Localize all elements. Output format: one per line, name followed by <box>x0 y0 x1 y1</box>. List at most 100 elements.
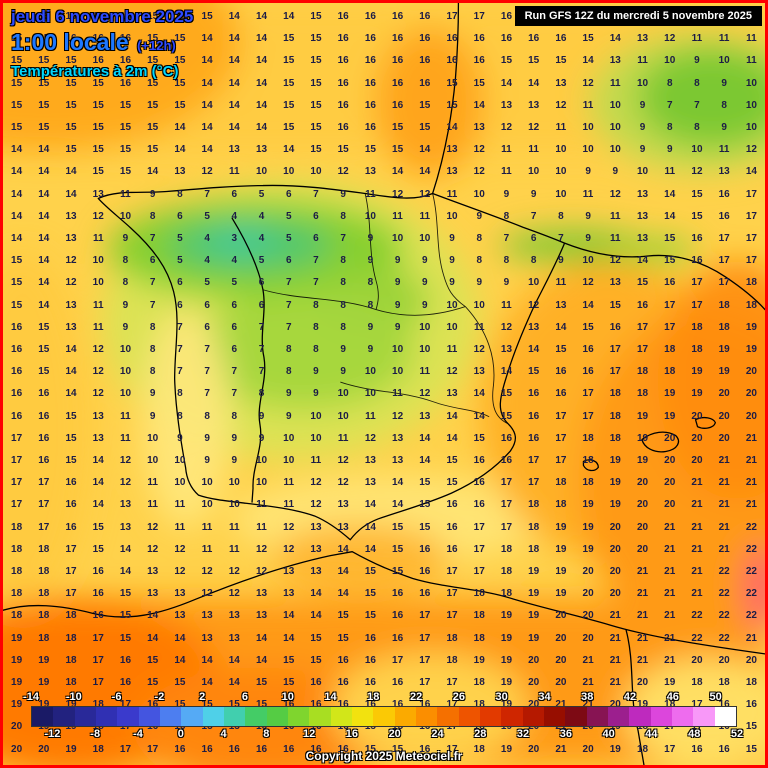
temp-value: 10 <box>446 299 458 311</box>
temp-value: 8 <box>558 210 564 222</box>
temp-value: 21 <box>609 654 621 666</box>
temp-value: 13 <box>636 188 649 200</box>
temp-value: 16 <box>364 632 376 644</box>
temp-value: 15 <box>528 55 540 67</box>
temp-value: 15 <box>65 77 77 89</box>
temp-value: 14 <box>528 344 540 355</box>
temp-value: 17 <box>664 743 676 755</box>
temp-value: 14 <box>174 122 186 133</box>
temp-value: 19 <box>528 588 540 600</box>
temp-value: 10 <box>337 388 349 400</box>
temp-value: 11 <box>446 344 458 355</box>
temp-value: 16 <box>364 11 376 22</box>
temp-value: 14 <box>419 166 431 178</box>
temp-value: 10 <box>392 344 404 355</box>
temp-value: 14 <box>500 77 513 89</box>
temp-value: 13 <box>718 166 730 178</box>
scale-color-cell <box>95 707 118 726</box>
temp-value: 18 <box>582 455 594 466</box>
temp-value: 21 <box>664 588 676 600</box>
temp-row: 15 14 12 10 8 7 6 5 5 6 7 7 8 8 9 9 9 9 9 10 11 12 13 15 16 17 17 1… <box>3 278 765 288</box>
temp-value: 12 <box>119 455 132 466</box>
temp-value: 17 <box>473 543 485 555</box>
temp-value: 17 <box>582 388 594 400</box>
temp-value: 12 <box>92 210 104 222</box>
scale-label: 8 <box>263 728 270 740</box>
temp-value: 9 <box>694 55 700 67</box>
temp-value: 15 <box>255 699 268 711</box>
temp-value: 8 <box>149 366 156 378</box>
temp-value: 10 <box>609 144 621 156</box>
scale-color-cell <box>138 707 160 726</box>
temp-value: 16 <box>92 33 104 45</box>
temp-value: 16 <box>337 99 349 111</box>
temp-value: 8 <box>367 277 374 289</box>
temp-value: 15 <box>364 144 376 156</box>
temp-value: 7 <box>204 388 210 400</box>
temp-value: 13 <box>174 610 186 622</box>
temp-value: 14 <box>65 366 77 378</box>
temp-value: 9 <box>449 277 455 289</box>
temp-value: 17 <box>65 543 77 555</box>
temp-value: 17 <box>636 321 649 333</box>
temp-value: 15 <box>119 610 132 622</box>
temp-value: 10 <box>582 122 594 133</box>
temp-value: 8 <box>476 233 483 244</box>
temp-value: 15 <box>38 77 50 89</box>
scale-color-cell <box>181 707 203 726</box>
temp-value: 16 <box>92 566 104 577</box>
temp-value: 10 <box>582 144 594 156</box>
temp-value: 16 <box>38 11 50 22</box>
temp-value: 13 <box>392 432 404 444</box>
temp-value: 15 <box>11 55 23 67</box>
temp-value: 11 <box>419 366 431 378</box>
temp-value: 17 <box>11 432 23 444</box>
temp-value: 14 <box>310 588 322 600</box>
temp-value: 11 <box>718 33 730 45</box>
temp-value: 7 <box>285 277 292 289</box>
temp-value: 9 <box>503 188 510 200</box>
temp-value: 16 <box>528 432 540 444</box>
temp-value: 14 <box>255 33 268 45</box>
temp-value: 14 <box>636 255 649 267</box>
temp-value: 16 <box>446 33 458 45</box>
temp-value: 15 <box>119 632 132 644</box>
temp-value: 21 <box>745 632 757 644</box>
temp-value: 12 <box>419 188 431 200</box>
temp-value: 16 <box>555 366 567 378</box>
temp-value: 16 <box>419 55 431 67</box>
temp-value: 12 <box>174 543 186 555</box>
temp-value: 18 <box>38 566 50 577</box>
temp-value: 11 <box>120 410 131 422</box>
temp-value: 13 <box>364 455 376 466</box>
temp-value: 14 <box>92 499 104 511</box>
temp-value: 14 <box>255 632 268 644</box>
scale-color-cell <box>479 707 502 726</box>
temp-value: 18 <box>745 677 757 688</box>
temp-value: 17 <box>446 11 458 22</box>
temp-value: 19 <box>38 699 50 711</box>
temp-value: 13 <box>528 99 540 111</box>
scale-color-cell <box>714 707 736 726</box>
internal-borders <box>262 193 509 425</box>
temp-value: 16 <box>691 743 703 755</box>
temp-value: 20 <box>528 743 540 755</box>
temp-value: 6 <box>231 188 238 200</box>
temp-value: 20 <box>636 677 649 688</box>
temp-value: 11 <box>256 521 267 533</box>
temp-value: 9 <box>422 299 428 311</box>
temp-value: 19 <box>664 410 676 422</box>
temp-value: 21 <box>664 632 676 644</box>
temp-value: 9 <box>476 277 483 289</box>
temp-value: 14 <box>11 210 23 222</box>
temp-row: 15 14 12 10 8 6 5 4 4 5 6 7 8 9 9 9 9 8 8 8 9 10 12 14 15 16 17 17 <box>3 256 765 266</box>
temp-value: 17 <box>745 233 757 244</box>
temp-value: 7 <box>530 210 537 222</box>
temp-value: 16 <box>364 122 376 133</box>
temp-value: 10 <box>147 455 159 466</box>
portugal-spain-border <box>231 217 266 503</box>
temp-value: 14 <box>147 166 159 178</box>
temp-value: 11 <box>229 543 240 555</box>
temp-value: 12 <box>500 122 513 133</box>
